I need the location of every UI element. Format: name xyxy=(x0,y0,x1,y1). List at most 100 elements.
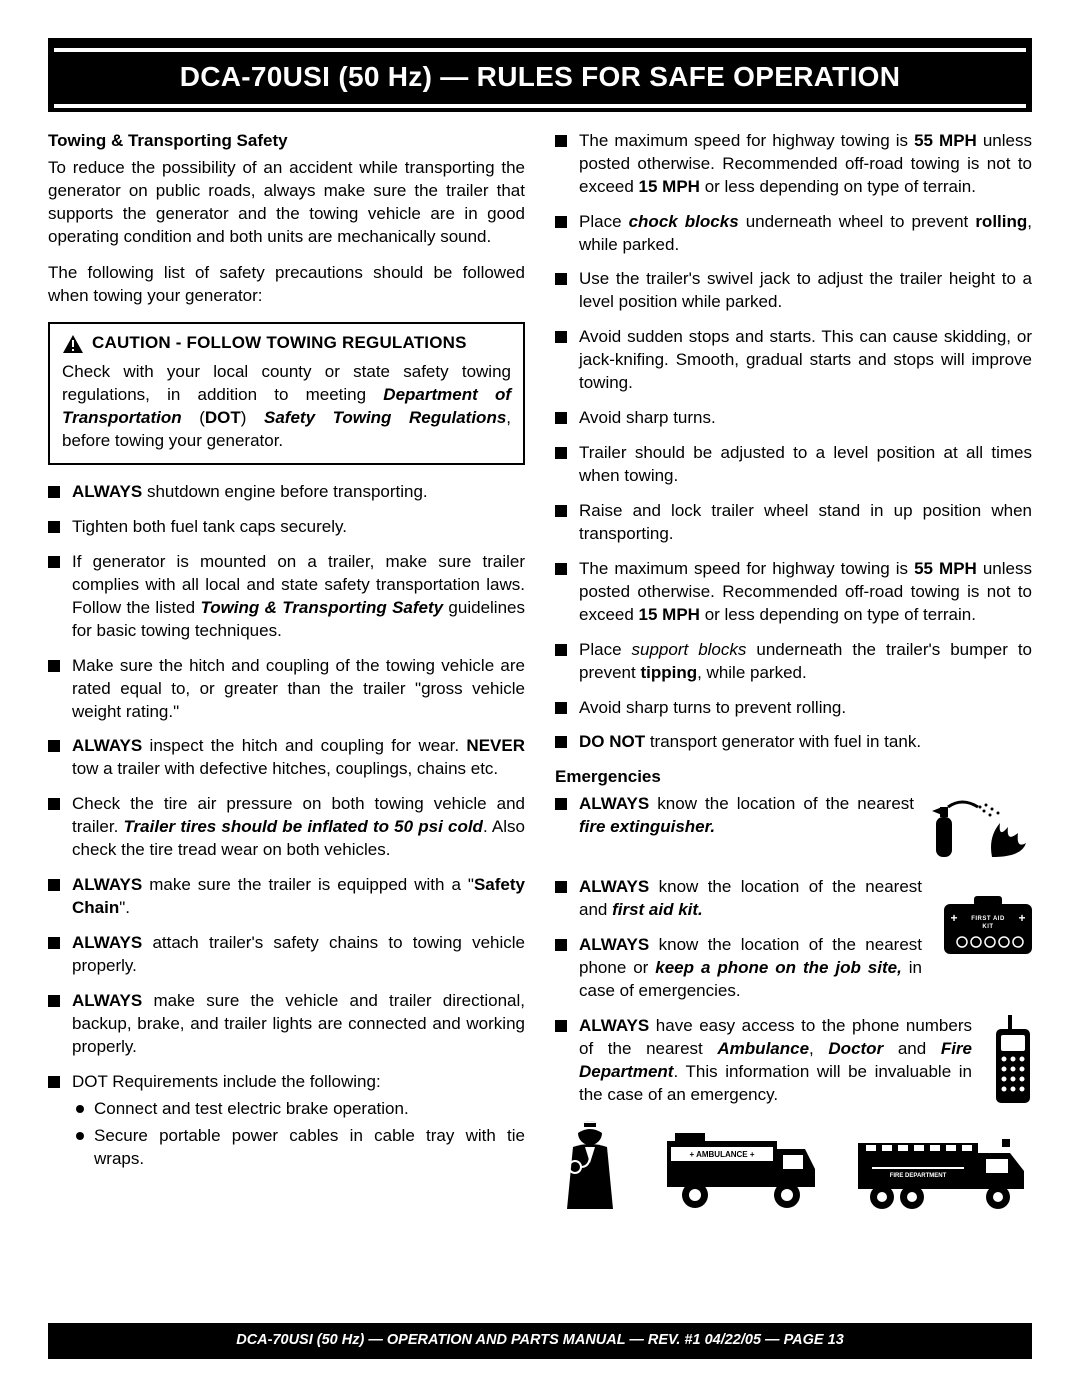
text-bold-italic: first aid kit. xyxy=(612,900,703,919)
text: Raise and lock trailer wheel stand in up… xyxy=(579,501,1032,543)
list-item: FIRST AID KIT + + ALWAYS know the locati… xyxy=(555,934,1032,1003)
text-bold: 55 MPH xyxy=(914,131,977,150)
text-bold-italic: Trailer tires should be inflated to 50 p… xyxy=(123,817,482,836)
text: tow a trailer with defective hitches, co… xyxy=(72,759,498,778)
text-bold: ALWAYS xyxy=(579,877,649,896)
text: Trailer should be adjusted to a level po… xyxy=(579,443,1032,485)
text-bold: ALWAYS xyxy=(72,933,142,952)
text-bold: ALWAYS xyxy=(72,482,142,501)
list-item: Trailer should be adjusted to a level po… xyxy=(555,442,1032,488)
warning-triangle-icon xyxy=(62,334,84,354)
list-item: If generator is mounted on a trailer, ma… xyxy=(48,551,525,643)
list-item: ALWAYS shutdown engine before transporti… xyxy=(48,481,525,504)
text-bold: tipping xyxy=(640,663,697,682)
bullet-list-left: ALWAYS shutdown engine before transporti… xyxy=(48,481,525,1170)
section-heading-emergencies: Emergencies xyxy=(555,766,1032,789)
list-item: Place chock blocks underneath wheel to p… xyxy=(555,211,1032,257)
list-item: ALWAYS make sure the trailer is equipped… xyxy=(48,874,525,920)
text-bold: rolling xyxy=(975,212,1027,231)
text-bold: DOT xyxy=(205,408,241,427)
paragraph: The following list of safety precautions… xyxy=(48,262,525,308)
text: Avoid sharp turns. xyxy=(579,408,716,427)
text: or less depending on type of terrain. xyxy=(700,177,976,196)
list-item: ALWAYS inspect the hitch and coupling fo… xyxy=(48,735,525,781)
list-item: Avoid sudden stops and starts. This can … xyxy=(555,326,1032,395)
text: Place xyxy=(579,212,629,231)
text-bold: 15 MPH xyxy=(639,605,700,624)
text-bold-italic: Towing & Transporting Safety xyxy=(200,598,443,617)
bullet-list-right: The maximum speed for highway towing is … xyxy=(555,130,1032,755)
list-item: Use the trailer's swivel jack to adjust … xyxy=(555,268,1032,314)
text: inspect the hitch and coupling for wear. xyxy=(142,736,466,755)
right-column: The maximum speed for highway towing is … xyxy=(555,130,1032,1211)
sub-list-item: Secure portable power cables in cable tr… xyxy=(72,1125,525,1171)
list-item: ALWAYS have easy access to the phone num… xyxy=(555,1015,1032,1107)
first-aid-kit-icon: FIRST AID KIT + + xyxy=(940,894,1036,965)
list-item: ALWAYS attach trailer's safety chains to… xyxy=(48,932,525,978)
caution-box: CAUTION - FOLLOW TOWING REGULATIONS Chec… xyxy=(48,322,525,465)
svg-text:+: + xyxy=(950,911,957,925)
fire-truck-label: FIRE DEPARTMENT xyxy=(890,1173,947,1179)
content-columns: Towing & Transporting Safety To reduce t… xyxy=(48,130,1032,1211)
first-aid-label-2: KIT xyxy=(982,924,993,930)
list-item: Place support blocks underneath the trai… xyxy=(555,639,1032,685)
text-bold-italic: keep a phone on the job site, xyxy=(655,958,902,977)
text: , xyxy=(809,1039,828,1058)
svg-text:+: + xyxy=(1018,911,1025,925)
fire-truck-icon: FIRE DEPARTMENT xyxy=(852,1123,1032,1211)
text-bold: ALWAYS xyxy=(579,935,649,954)
text-bold: ALWAYS xyxy=(72,736,142,755)
ambulance-label: + AMBULANCE + xyxy=(689,1150,754,1159)
list-item: The maximum speed for highway towing is … xyxy=(555,558,1032,627)
text-bold: ALWAYS xyxy=(72,875,142,894)
page-title: DCA-70USI (50 Hz) — RULES FOR SAFE OPERA… xyxy=(54,48,1026,108)
text: Tighten both fuel tank caps securely. xyxy=(72,517,347,536)
page-footer: DCA-70USI (50 Hz) — OPERATION AND PARTS … xyxy=(48,1323,1032,1359)
text: shutdown engine before transporting. xyxy=(142,482,427,501)
left-column: Towing & Transporting Safety To reduce t… xyxy=(48,130,525,1211)
sub-list-item: Connect and test electric brake operatio… xyxy=(72,1098,525,1121)
first-aid-label-1: FIRST AID xyxy=(971,916,1005,922)
text-bold: 55 MPH xyxy=(914,559,977,578)
text: ". xyxy=(119,898,130,917)
list-item: Check the tire air pressure on both towi… xyxy=(48,793,525,862)
caution-heading: CAUTION - FOLLOW TOWING REGULATIONS xyxy=(62,332,511,355)
text: transport generator with fuel in tank. xyxy=(645,732,921,751)
text: Avoid sharp turns to prevent rolling. xyxy=(579,698,846,717)
list-item: Avoid sharp turns to prevent rolling. xyxy=(555,697,1032,720)
text-bold: ALWAYS xyxy=(579,1016,649,1035)
emergency-icons-row: + AMBULANCE + FIRE DEPARTMENT xyxy=(555,1119,1032,1211)
list-item: Raise and lock trailer wheel stand in up… xyxy=(555,500,1032,546)
text-bold-italic: Safety Towing Regulations xyxy=(264,408,506,427)
paragraph: To reduce the possibility of an accident… xyxy=(48,157,525,249)
text-italic: support blocks xyxy=(632,640,747,659)
list-item: Avoid sharp turns. xyxy=(555,407,1032,430)
text: or less depending on type of terrain. xyxy=(700,605,976,624)
text-bold-italic: fire extinguisher. xyxy=(579,817,715,836)
text: ) xyxy=(241,408,264,427)
text: Place xyxy=(579,640,632,659)
text: ( xyxy=(182,408,205,427)
caution-body: Check with your local county or state sa… xyxy=(62,361,511,453)
text: DOT Requirements include the following: xyxy=(72,1072,381,1091)
text: make sure the trailer is equipped with a… xyxy=(142,875,474,894)
text-bold: NEVER xyxy=(466,736,525,755)
text-bold-italic: Doctor xyxy=(828,1039,883,1058)
caution-heading-text: CAUTION - FOLLOW TOWING REGULATIONS xyxy=(92,332,467,355)
text-bold-italic: chock blocks xyxy=(629,212,739,231)
list-item: Make sure the hitch and coupling of the … xyxy=(48,655,525,724)
text: The maximum speed for highway towing is xyxy=(579,559,914,578)
text-bold: DO NOT xyxy=(579,732,645,751)
ambulance-icon: + AMBULANCE + xyxy=(659,1123,819,1211)
list-item: ALWAYS know the location of the nearest … xyxy=(555,793,1032,839)
text-bold: ALWAYS xyxy=(579,794,649,813)
text: The maximum speed for highway towing is xyxy=(579,131,914,150)
text: underneath wheel to prevent xyxy=(739,212,976,231)
doctor-icon xyxy=(555,1119,625,1211)
text: Avoid sudden stops and starts. This can … xyxy=(579,327,1032,392)
text-bold: 15 MPH xyxy=(639,177,700,196)
text: know the location of the nearest xyxy=(649,794,914,813)
page-header: DCA-70USI (50 Hz) — RULES FOR SAFE OPERA… xyxy=(48,38,1032,112)
list-item: DOT Requirements include the following: … xyxy=(48,1071,525,1171)
text-bold: ALWAYS xyxy=(72,991,142,1010)
